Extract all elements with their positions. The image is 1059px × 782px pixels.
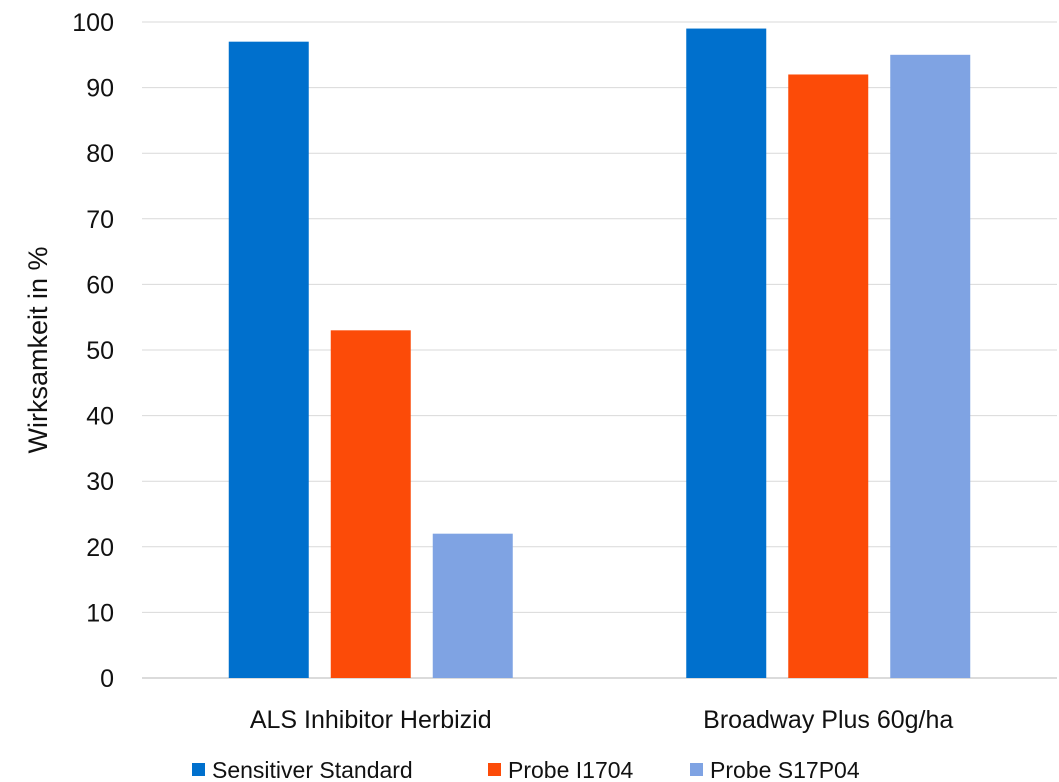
y-tick-label: 90 [86,75,114,103]
x-axis-category-labels: ALS Inhibitor Herbizid Broadway Plus 60g/… [250,706,954,734]
bars [228,28,971,679]
legend-label: Probe S17P04 [710,757,860,782]
legend: Sensitiver Standard Probe I1704 Probe S17P… [192,757,860,782]
bar [686,28,767,679]
bar [788,74,869,679]
y-tick-label: 10 [86,599,114,627]
y-tick-label: 20 [86,534,114,562]
y-tick-label: 80 [86,140,114,168]
y-axis-ticks: 0 10 20 30 40 50 60 70 80 90 100 [72,9,114,693]
legend-swatch [192,763,205,776]
y-tick-label: 0 [100,665,114,693]
y-tick-label: 70 [86,206,114,234]
legend-swatch [690,763,703,776]
y-axis-title: Wirksamkeit in % [23,246,53,453]
x-category-label: ALS Inhibitor Herbizid [250,706,492,734]
legend-label: Sensitiver Standard [212,757,413,782]
y-tick-label: 100 [72,9,114,37]
y-tick-label: 50 [86,337,114,365]
legend-swatch [488,763,501,776]
x-category-label: Broadway Plus 60g/ha [703,706,953,734]
y-tick-label: 30 [86,468,114,496]
y-tick-label: 60 [86,271,114,299]
legend-label: Probe I1704 [508,757,634,782]
bar [432,533,513,678]
y-tick-label: 40 [86,403,114,431]
bar [228,41,309,679]
bar [890,54,971,679]
bar [330,330,411,678]
